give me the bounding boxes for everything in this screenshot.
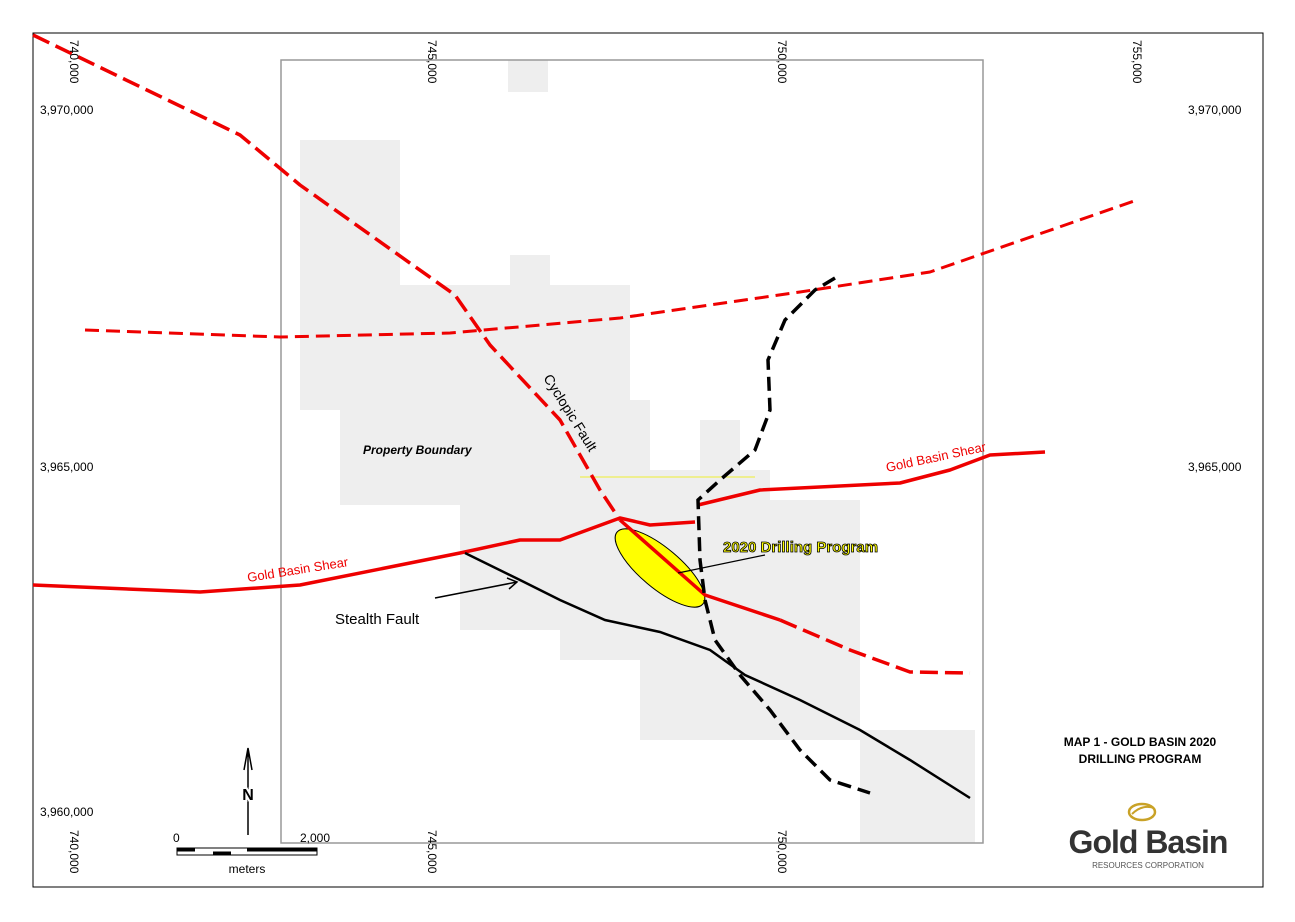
faults-red bbox=[32, 33, 1138, 675]
cyclopic-fault bbox=[32, 33, 622, 521]
drilling-area bbox=[614, 528, 706, 608]
leader-line bbox=[677, 554, 766, 574]
logo-subtitle: RESOURCES CORPORATION bbox=[1092, 861, 1204, 870]
property-boundary bbox=[280, 59, 984, 844]
grid-label-bottom: 745,000 bbox=[425, 830, 439, 874]
map-title: DRILLING PROGRAM bbox=[1079, 752, 1202, 766]
grid-label-bottom: 750,000 bbox=[775, 830, 789, 874]
map-title: MAP 1 - GOLD BASIN 2020 bbox=[1064, 735, 1217, 749]
scale-bar: 0 2,000 meters bbox=[173, 831, 330, 876]
grid-label-left: 3,965,000 bbox=[40, 460, 94, 474]
gold-basin-shear bbox=[32, 516, 696, 594]
grid-label-top: 740,000 bbox=[67, 40, 81, 84]
label-property-boundary: Property Boundary bbox=[363, 443, 473, 457]
logo: Gold Basin RESOURCES CORPORATION bbox=[1069, 802, 1228, 870]
northern-fault bbox=[84, 198, 1138, 339]
property-area bbox=[300, 60, 975, 843]
scale-unit: meters bbox=[229, 862, 266, 876]
scale-end: 2,000 bbox=[300, 831, 330, 845]
grid-label-left: 3,960,000 bbox=[40, 805, 94, 819]
label-stealth-fault: Stealth Fault bbox=[335, 611, 420, 628]
fault-segment bbox=[779, 618, 971, 675]
grid-label-top: 755,000 bbox=[1130, 40, 1144, 84]
north-halo: N bbox=[242, 787, 254, 804]
grid-label-right: 3,965,000 bbox=[1188, 460, 1242, 474]
grid-label-left: 3,970,000 bbox=[40, 103, 94, 117]
faults-black bbox=[434, 276, 971, 800]
fault-segment bbox=[618, 518, 781, 622]
stealth-fault bbox=[464, 551, 971, 800]
label-drilling: 2020 Drilling Program bbox=[723, 539, 878, 556]
scale-start: 0 bbox=[173, 831, 180, 845]
north-arrow: N N bbox=[240, 747, 256, 835]
grid-label-top: 750,000 bbox=[775, 40, 789, 84]
grid-label-top: 745,000 bbox=[425, 40, 439, 84]
grid-label-bottom: 740,000 bbox=[67, 830, 81, 874]
grid-labels: 740,000 745,000 750,000 755,000 740,000 … bbox=[40, 40, 1242, 874]
grid-label-right: 3,970,000 bbox=[1188, 103, 1242, 117]
logo-name: Gold Basin bbox=[1069, 824, 1228, 860]
arrow bbox=[434, 577, 519, 599]
black-fault-dashed bbox=[696, 276, 871, 795]
gold-basin-shear bbox=[697, 450, 1046, 507]
north-label: N bbox=[242, 787, 254, 804]
